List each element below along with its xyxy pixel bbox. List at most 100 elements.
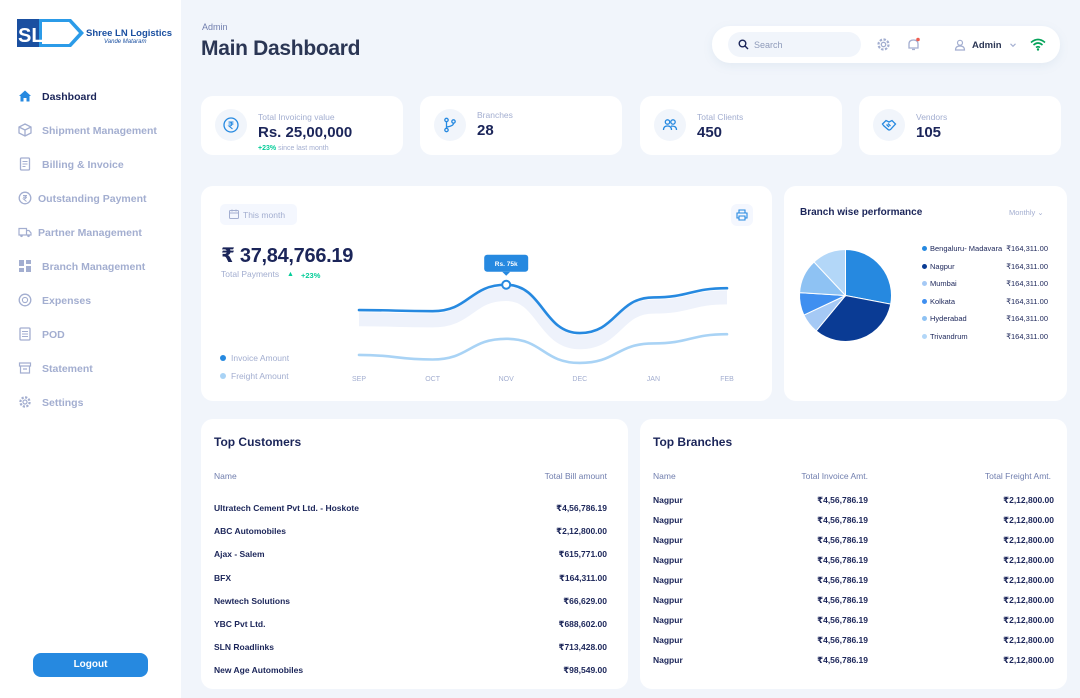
series-line-freight[interactable] [357,332,729,365]
sidebar-item-shipment[interactable]: Shipment Management [0,115,181,145]
print-button[interactable] [731,204,753,226]
column-header-name: Name [653,471,676,481]
customer-bill-amount: ₹713,428.00 [558,642,607,653]
stat-card-vendors[interactable]: Vendors 105 [859,96,1061,155]
payments-line-chart[interactable]: SEP OCT NOV DEC JAN FEB Rs. 75k [351,246,751,391]
legend-dot [922,246,927,251]
user-icon [954,39,966,51]
grid-icon [19,260,31,272]
branch-performance-card: Branch wise performance Monthly ⌄ Bengal… [784,186,1067,401]
breadcrumb[interactable]: Admin [202,22,228,32]
pie-legend-value: ₹164,311.00 [1006,314,1048,323]
branch-name: Nagpur [653,615,683,625]
search-box[interactable] [728,32,861,57]
stat-card-invoicing[interactable]: Total Invoicing value Rs. 25,00,000 +23%… [201,96,403,155]
pie-legend-label: Mumbai [930,279,957,288]
search-input[interactable] [754,32,854,57]
brand-logo[interactable]: SLN Shree LN Logistics Vande Mataram [16,16,172,52]
series-line-invoice[interactable] [357,283,729,335]
trend-up-icon: ▲ [287,271,294,278]
column-header-freight-amt: Total Freight Amt. [984,471,1051,481]
stat-label: Total Clients [697,112,744,122]
sidebar-item-settings[interactable]: Settings [0,387,181,417]
legend-dot [922,316,927,321]
stat-card-clients[interactable]: Total Clients 450 [640,96,842,155]
sidebar-item-label: Partner Management [38,227,142,239]
pie-slice-bengaluru-madavara[interactable] [845,248,892,305]
stat-card-branches[interactable]: Branches 28 [420,96,622,155]
sidebar-item-partner[interactable]: Partner Management [0,217,181,247]
pie-legend-value: ₹164,311.00 [1006,331,1048,341]
user-menu[interactable]: Admin [954,36,1017,54]
sidebar-item-statement[interactable]: Statement [0,353,181,383]
sidebar-item-billing[interactable]: Billing & Invoice [0,149,181,179]
pie-legend-label: Hyderabad [930,314,967,323]
brand-tagline: Vande Mataram [104,39,147,45]
stat-icon-circle [654,109,686,141]
pie-legend-item: Trivandrum ₹164,311.00 [922,332,1048,344]
data-point-marker[interactable] [501,279,512,290]
truck-icon [18,227,32,238]
branch-invoice-amount: ₹4,56,786.19 [817,515,868,525]
column-header-name: Name [214,471,237,481]
sidebar-item-outstanding[interactable]: Outstanding Payment [0,183,181,213]
top-customers-card: Top Customers Name Total Bill amount Ult… [201,419,628,689]
stat-value: Rs. 25,00,000 [258,124,353,141]
printer-icon [736,209,748,221]
stat-label: Vendors [916,112,948,122]
branch-invoice-amount: ₹4,56,786.19 [817,535,868,545]
sidebar-item-expenses[interactable]: Expenses [0,285,181,315]
branch-invoice-amount: ₹4,56,786.19 [817,595,868,605]
branch-performance-title: Branch wise performance [800,207,923,218]
branch-pie-chart[interactable] [798,248,893,343]
branch-name: Nagpur [653,655,683,665]
period-filter-dropdown[interactable]: Monthly ⌄ [1009,208,1044,217]
payments-card: This month ₹ 37,84,766.19 Total Payments… [201,186,772,401]
notification-bell-icon[interactable] [906,37,921,52]
branch-name: Nagpur [653,515,683,525]
legend-dot [922,281,927,286]
branch-invoice-amount: ₹4,56,786.19 [817,575,868,585]
sidebar-item-dashboard[interactable]: Dashboard [0,81,181,111]
pie-legend-item: Mumbai ₹164,311.00 [922,279,1048,291]
customer-bill-amount: ₹164,311.00 [559,572,607,583]
logout-button[interactable]: Logout [33,653,148,677]
statement-icon [18,362,32,374]
legend-dot [220,373,226,379]
gear-icon [19,396,31,408]
logo-mark-icon: SLN [17,19,84,47]
clients-icon [662,119,678,131]
legend-dot [922,298,927,304]
sidebar-item-pod[interactable]: POD [0,319,181,349]
settings-gear-icon[interactable] [876,37,891,52]
branch-freight-amount: ₹2,12,800.00 [1003,615,1054,625]
top-toolbar: Admin [712,26,1060,63]
pie-slice-nagpur[interactable] [815,294,892,342]
stat-value: 28 [477,122,494,139]
period-selector[interactable]: This month [220,204,297,225]
x-tick-label: JAN [647,376,660,383]
stat-icon-circle [434,109,466,141]
top-customers-title: Top Customers [214,435,302,449]
customer-name: Ultratech Cement Pvt Ltd. - Hoskote [214,503,359,513]
total-payments-label: Total Payments [221,269,280,279]
branch-freight-amount: ₹2,12,800.00 [1003,595,1054,605]
customer-bill-amount: ₹66,629.00 [563,595,607,606]
pie-legend-label: Nagpur [930,261,955,271]
stat-value: 105 [916,124,942,141]
sidebar-item-label: Billing & Invoice [42,159,124,171]
sidebar-item-label: Outstanding Payment [38,193,147,205]
branch-freight-amount: ₹2,12,800.00 [1003,575,1054,585]
sidebar-item-branch[interactable]: Branch Management [0,251,181,281]
customer-name: YBC Pvt Ltd. [214,619,266,629]
branch-name: Nagpur [653,575,683,585]
branch-invoice-amount: ₹4,56,786.19 [817,555,868,565]
branch-name: Nagpur [653,495,683,505]
page-title: Main Dashboard [201,37,361,60]
stat-icon-circle [215,109,247,141]
user-name: Admin [972,39,1002,51]
logo-mark-text: SLN [18,25,58,47]
pie-slice-trivandrum[interactable] [813,248,846,297]
x-tick-label: SEP [352,376,366,383]
wifi-icon[interactable] [1030,37,1046,52]
